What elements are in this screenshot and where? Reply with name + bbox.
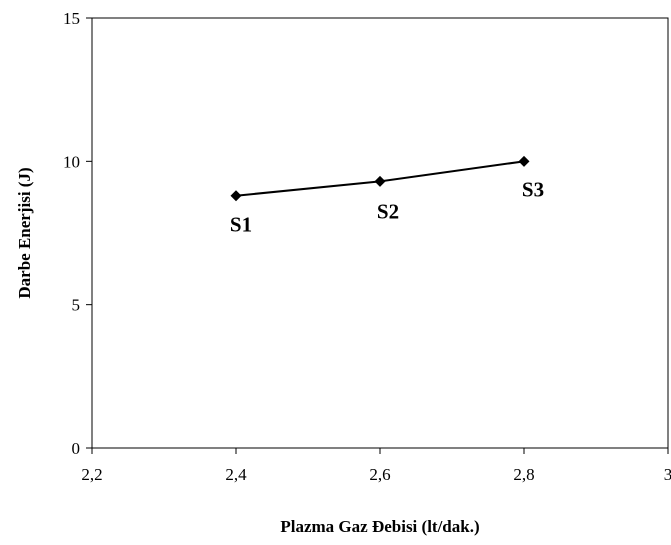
data-point-label: S2: [377, 199, 399, 223]
y-tick-label: 0: [72, 439, 81, 458]
y-tick-label: 5: [72, 296, 81, 315]
data-point-marker: [374, 175, 386, 187]
data-point-marker: [230, 190, 242, 202]
plot-area: [91, 17, 669, 449]
x-tick-label: 2,8: [513, 465, 534, 484]
data-point-marker: [518, 155, 530, 167]
x-tick-label: 2,2: [81, 465, 102, 484]
x-tick-label: 2,4: [225, 465, 247, 484]
y-axis-title: Darbe Enerjisi (J): [15, 167, 34, 298]
x-axis-title: Plazma Gaz Ðebisi (lt/dak.): [280, 517, 479, 536]
data-point-label: S3: [522, 177, 544, 201]
y-tick-label: 10: [63, 152, 80, 171]
y-tick-label: 15: [63, 9, 80, 28]
data-point-label: S1: [230, 213, 252, 237]
x-axis: 2,2 2,4 2,6 2,8 3: [81, 448, 671, 484]
x-tick-label: 2,6: [369, 465, 390, 484]
series: S1 S2 S3: [230, 155, 544, 237]
y-axis: 0 5 10 15: [63, 9, 92, 458]
x-tick-label: 3: [664, 465, 671, 484]
